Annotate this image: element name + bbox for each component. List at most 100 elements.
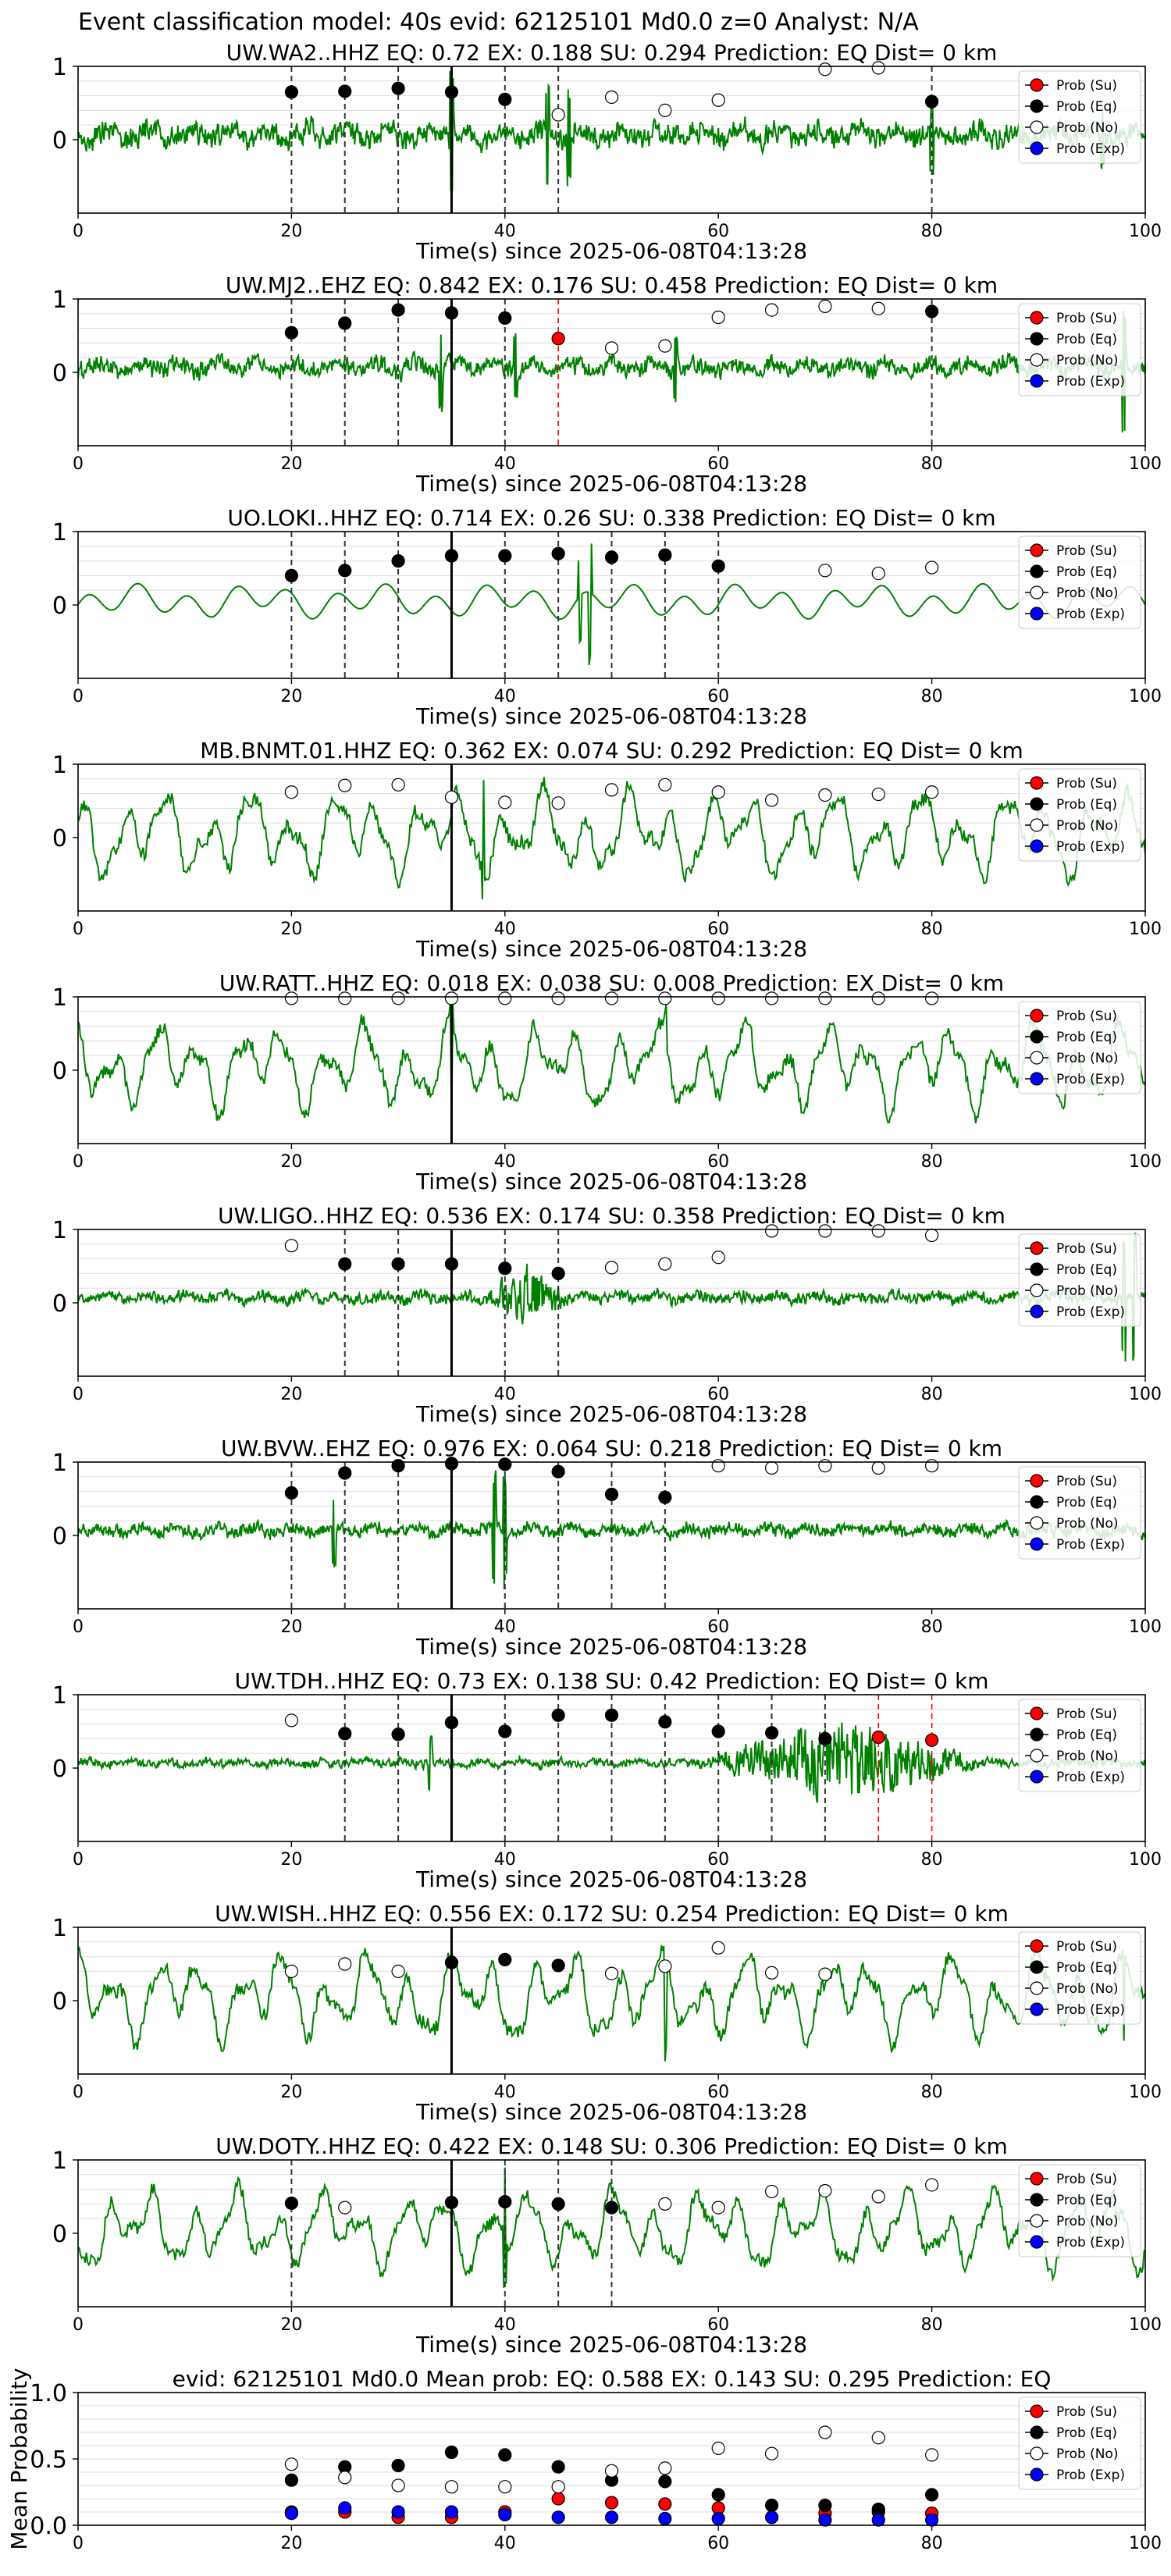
x-tick-label: 20	[280, 1385, 302, 1404]
x-tick-label: 20	[280, 222, 302, 241]
panel-title: UW.WA2..HHZ EQ: 0.72 EX: 0.188 SU: 0.294…	[226, 40, 998, 66]
mean-prob-point	[391, 2458, 405, 2473]
x-tick-label: 100	[1129, 920, 1162, 939]
mean-prob-point	[658, 2497, 672, 2511]
legend-label: Prob (Su)	[1056, 311, 1117, 326]
x-tick-label: 60	[707, 454, 729, 474]
legend-box	[1018, 1233, 1141, 1327]
plot-area	[78, 1695, 1145, 1841]
x-tick-label: 20	[280, 1850, 302, 1870]
x-tick-label: 20	[280, 2534, 302, 2553]
prob-point	[391, 1459, 405, 1473]
x-tick-label: 80	[921, 1850, 943, 1870]
waveform-trace	[78, 1233, 1145, 1362]
x-tick-label: 100	[1129, 1617, 1162, 1637]
legend-box	[1018, 1466, 1141, 1560]
mean-prob-point	[284, 2473, 298, 2487]
legend-label: Prob (Eq)	[1056, 1960, 1117, 1976]
legend-marker	[1030, 120, 1044, 134]
y-tick-label: 0	[52, 360, 67, 387]
legend-marker	[1030, 332, 1044, 346]
y-tick-label: 1	[52, 1217, 67, 1244]
prob-point	[391, 991, 405, 1005]
legend-marker	[1030, 1960, 1044, 1974]
x-tick-label: 60	[707, 1152, 729, 1172]
prob-point	[871, 787, 885, 802]
legend-marker	[1030, 839, 1044, 853]
prob-point	[551, 546, 565, 560]
prob-point	[604, 90, 619, 105]
mean-prob-point	[924, 2448, 939, 2462]
prob-point	[444, 1716, 459, 1730]
x-tick-label: 60	[707, 2315, 729, 2335]
x-tick-label: 20	[280, 454, 302, 474]
legend-label: Prob (Su)	[1056, 78, 1117, 94]
plot-area	[78, 1462, 1145, 1609]
x-tick-label: 40	[494, 2534, 516, 2553]
legend-label: Prob (Exp)	[1056, 607, 1125, 622]
legend-label: Prob (Eq)	[1056, 1495, 1117, 1510]
mean-prob-point	[284, 2507, 298, 2521]
mean-prob-point	[498, 2448, 512, 2462]
mean-prob-point	[658, 2475, 672, 2489]
x-tick-label: 0	[73, 2534, 84, 2553]
legend-marker	[1030, 78, 1044, 92]
x-tick-label: 100	[1129, 2083, 1162, 2102]
legend-label: Prob (Su)	[1056, 543, 1117, 559]
mean-prob-point	[444, 2505, 459, 2519]
legend-marker	[1030, 1241, 1044, 1255]
prob-point	[604, 2201, 619, 2215]
prob-point	[764, 2184, 779, 2199]
mean-prob-point	[604, 2464, 619, 2478]
x-tick-label: 20	[280, 2083, 302, 2102]
prob-point	[871, 1224, 885, 1238]
prob-point	[338, 1957, 352, 1971]
mean-prob-point	[444, 2445, 459, 2460]
legend-label: Prob (Eq)	[1056, 564, 1117, 580]
legend-label: Prob (Eq)	[1056, 1030, 1117, 1045]
figure-suptitle: Event classification model: 40s evid: 62…	[78, 9, 919, 36]
x-tick-label: 100	[1129, 454, 1162, 474]
x-tick-label: 60	[707, 920, 729, 939]
legend-marker	[1030, 1072, 1044, 1086]
x-tick-label: 60	[707, 2083, 729, 2102]
prob-point	[338, 991, 352, 1005]
panel-5: UW.LIGO..HHZ EQ: 0.536 EX: 0.174 SU: 0.3…	[52, 1203, 1162, 1427]
legend-label: Prob (Exp)	[1056, 2002, 1125, 2018]
prob-point	[818, 1459, 832, 1473]
legend-marker	[1030, 1706, 1044, 1720]
legend-label: Prob (Eq)	[1056, 797, 1117, 813]
prob-point	[284, 1713, 298, 1727]
x-tick-label: 80	[921, 920, 943, 939]
legend-box	[1018, 1931, 1141, 2025]
prob-point	[871, 1461, 885, 1475]
legend-label: Prob (Su)	[1056, 1939, 1117, 1955]
prob-point	[551, 108, 565, 122]
panel-0: UW.WA2..HHZ EQ: 0.72 EX: 0.188 SU: 0.294…	[52, 40, 1162, 264]
y-tick-label: 1	[52, 2147, 67, 2175]
legend-marker	[1030, 1939, 1044, 1953]
legend-label: Prob (No)	[1056, 353, 1119, 368]
prob-point	[498, 549, 512, 563]
x-tick-label: 0	[73, 687, 84, 706]
prob-point	[818, 1731, 832, 1745]
legend-marker	[1030, 585, 1044, 600]
panels: UW.WA2..HHZ EQ: 0.72 EX: 0.188 SU: 0.294…	[6, 40, 1162, 2553]
prob-point	[444, 1457, 459, 1471]
prob-point	[924, 560, 939, 575]
prob-point	[604, 1261, 619, 1275]
y-tick-label: 1.0	[30, 2380, 67, 2407]
prob-point	[551, 1266, 565, 1281]
x-tick-label: 80	[921, 2534, 943, 2553]
x-tick-label: 40	[494, 2315, 516, 2335]
prob-point	[764, 991, 779, 1005]
x-tick-label: 100	[1129, 222, 1162, 241]
prob-point	[924, 304, 939, 318]
mean-prob-point	[551, 2510, 565, 2524]
panel-6: UW.BVW..EHZ EQ: 0.976 EX: 0.064 SU: 0.21…	[52, 1436, 1162, 1660]
x-tick-label: 60	[707, 222, 729, 241]
mean-prob-point	[284, 2457, 298, 2471]
x-tick-label: 0	[73, 920, 84, 939]
prob-point	[924, 991, 939, 1005]
mean-prob-point	[711, 2511, 725, 2526]
